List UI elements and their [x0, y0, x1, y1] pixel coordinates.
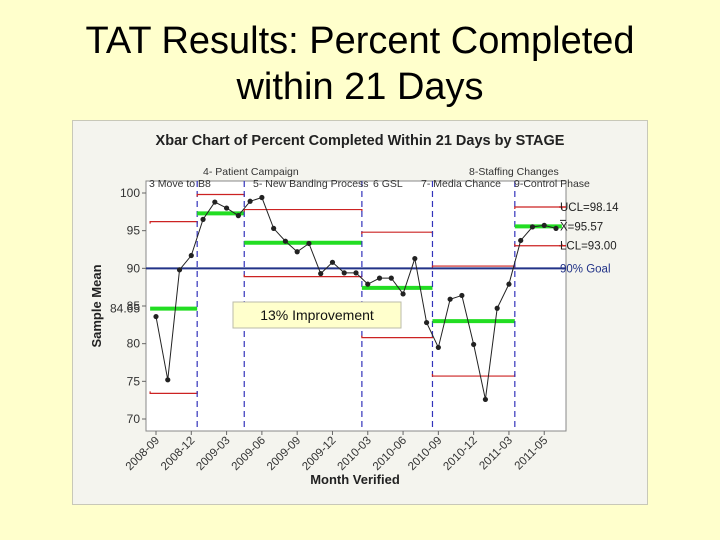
y-axis-label: Sample Mean	[89, 264, 104, 347]
stage-label: 5- New Banding Process	[253, 178, 369, 190]
data-point	[247, 198, 253, 204]
data-point	[282, 238, 289, 244]
data-point	[423, 319, 430, 326]
data-point	[541, 222, 547, 228]
stage-label: 3 Move to B8	[149, 178, 211, 190]
x-tick-label: 2009-09	[265, 435, 303, 473]
x-tick-label: 2008-12	[159, 435, 197, 473]
data-point	[518, 237, 524, 244]
stage-label: 6 GSL	[373, 178, 403, 190]
slide-title-line2: within 21 Days	[236, 66, 484, 108]
data-point	[471, 341, 477, 348]
data-point	[259, 194, 265, 201]
data-point	[494, 305, 500, 311]
x-tick-label: 2010-12	[441, 435, 479, 473]
x-tick-label: 2010-06	[371, 435, 409, 473]
data-point	[329, 259, 336, 265]
data-point	[388, 275, 394, 281]
slide-title-line1: TAT Results: Percent Completed	[85, 20, 635, 62]
x-tick-label: 2009-06	[230, 435, 268, 473]
y-tick-label: 90	[127, 261, 141, 275]
data-point	[553, 225, 559, 232]
data-point	[153, 313, 159, 320]
data-point	[294, 249, 300, 255]
data-point	[459, 292, 465, 299]
xbar-chart-image: Xbar Chart of Percent Completed Within 2…	[72, 120, 648, 505]
data-point	[176, 267, 183, 273]
data-point	[223, 205, 230, 211]
data-point	[306, 240, 312, 247]
x-axis-label: Month Verified	[310, 472, 400, 487]
data-point	[212, 199, 218, 205]
data-point	[376, 275, 383, 281]
stage-ucl-line	[514, 206, 563, 210]
y-tick-label: 80	[127, 337, 141, 351]
slide-title: TAT Results: Percent Completed within 21…	[0, 18, 720, 110]
y-tick-label: 75	[127, 374, 141, 388]
x-tick-label: 2009-03	[194, 435, 232, 473]
data-point	[365, 281, 371, 287]
data-point	[341, 270, 347, 276]
y-tick-label: 70	[127, 412, 141, 426]
chart-title: Xbar Chart of Percent Completed Within 2…	[156, 133, 565, 149]
stage-lcl-line	[514, 243, 563, 247]
data-point	[529, 224, 536, 230]
x-tick-label: 2011-03	[477, 435, 515, 473]
annotation-text: 13% Improvement	[260, 307, 374, 323]
data-point	[235, 213, 241, 219]
data-point	[200, 216, 206, 222]
y-tick-label: 85	[127, 299, 141, 313]
stage-ucl-line	[431, 265, 516, 269]
x-tick-label: 2009-12	[300, 435, 338, 473]
stage-label: 8-Staffing Changes	[469, 166, 559, 178]
data-point	[353, 270, 359, 276]
mean-label: X=95.57	[560, 221, 603, 233]
y-tick-label: 100	[120, 186, 140, 200]
goal-label: 90% Goal	[560, 263, 611, 275]
lcl-label: LCL=93.00	[560, 241, 617, 253]
x-tick-label: 2010-09	[406, 435, 444, 473]
y-tick-label: 95	[127, 224, 141, 238]
x-tick-label: 2008-09	[124, 435, 162, 473]
stage-label: 4- Patient Campaign	[203, 166, 299, 178]
data-point	[165, 377, 171, 383]
x-tick-label: 2010-03	[336, 435, 374, 473]
data-point	[271, 225, 277, 232]
stage-label: 9-Control Phase	[514, 178, 590, 190]
data-point	[435, 344, 441, 351]
data-point	[482, 396, 489, 403]
data-point	[400, 291, 406, 297]
data-point	[412, 255, 418, 262]
stage-label: 7- Media Chance	[421, 178, 501, 190]
stage-ucl-line	[243, 208, 363, 212]
left-mean-label: 84.65	[110, 302, 140, 316]
ucl-label: UCL=98.14	[560, 202, 619, 214]
data-point	[188, 252, 194, 259]
annotation-box	[232, 301, 402, 329]
data-point	[318, 271, 324, 277]
x-tick-label: 2011-05	[513, 435, 551, 473]
data-point	[506, 281, 512, 287]
xbar-chart: Xbar Chart of Percent Completed Within 2…	[89, 133, 619, 487]
data-point	[447, 296, 453, 302]
